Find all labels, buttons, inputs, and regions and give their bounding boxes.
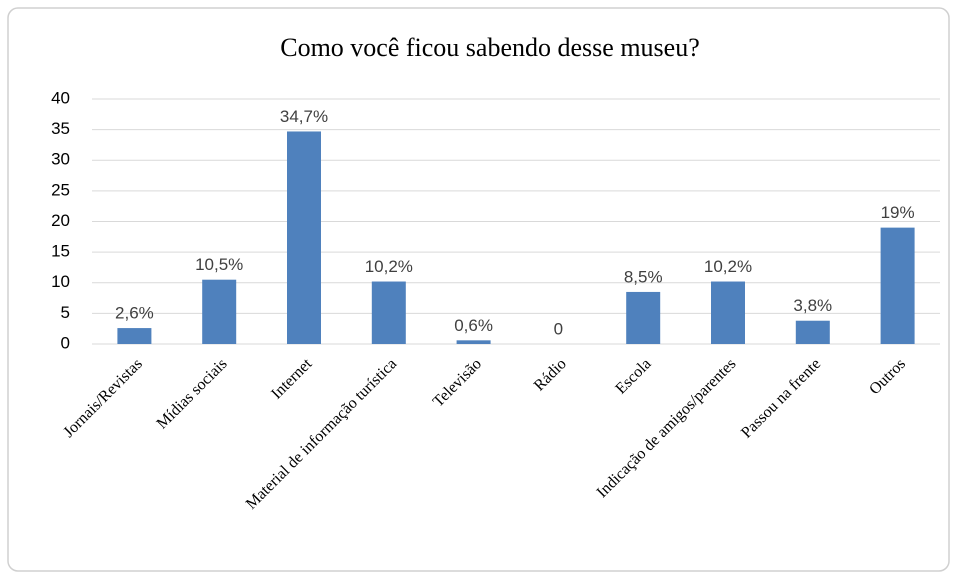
- value-label: 3,8%: [793, 296, 832, 315]
- y-tick-label: 0: [61, 333, 70, 352]
- value-label: 19%: [881, 203, 915, 222]
- y-tick-label: 40: [51, 88, 70, 107]
- bar: [371, 281, 406, 344]
- y-tick-label: 30: [51, 150, 70, 169]
- chart-frame: [7, 7, 950, 572]
- bar: [287, 131, 321, 344]
- y-tick-label: 25: [51, 180, 70, 199]
- chart-title: Como você ficou sabendo desse museu?: [280, 33, 700, 62]
- value-label: 8,5%: [624, 267, 663, 286]
- value-label: 34,7%: [280, 107, 328, 126]
- bar: [456, 340, 491, 344]
- value-label: 10,2%: [365, 257, 413, 276]
- y-tick-label: 35: [51, 119, 70, 138]
- bar: [711, 281, 745, 344]
- value-label: 10,2%: [704, 257, 752, 276]
- bar: [880, 227, 915, 344]
- bar: [626, 291, 661, 344]
- bar: [117, 328, 152, 344]
- y-tick-label: 20: [51, 211, 70, 230]
- value-label: 10,5%: [195, 255, 243, 274]
- y-tick-label: 15: [51, 242, 70, 261]
- value-label: 0: [554, 319, 563, 338]
- bar: [202, 279, 237, 344]
- value-label: 0,6%: [454, 316, 493, 335]
- y-tick-label: 5: [61, 303, 70, 322]
- value-label: 2,6%: [115, 304, 154, 323]
- bar: [795, 320, 830, 344]
- y-tick-label: 10: [51, 272, 70, 291]
